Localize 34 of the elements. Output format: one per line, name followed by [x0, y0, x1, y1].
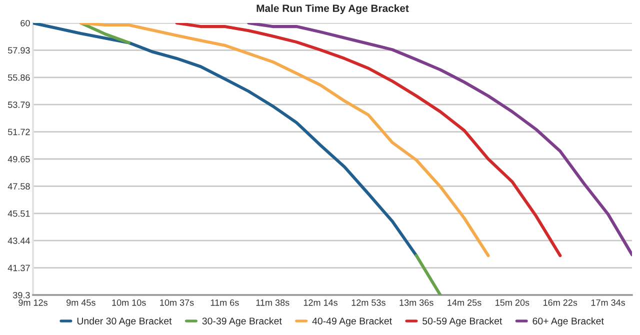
x-tick-label: 13m 36s — [400, 299, 434, 306]
legend-label: Under 30 Age Bracket — [77, 317, 172, 326]
legend-label: 50-59 Age Bracket — [422, 317, 502, 326]
x-tick-label: 10m 10s — [112, 299, 146, 306]
line-series — [79, 23, 490, 258]
x-tick-label: 14m 25s — [448, 299, 482, 306]
y-tick-label: 41.37 — [8, 264, 30, 272]
y-tick-label: 39.3 — [13, 292, 30, 298]
x-tick-label: 16m 22s — [543, 299, 578, 306]
y-tick-label: 45.51 — [8, 210, 30, 217]
x-tick-label: 11m 38s — [256, 299, 290, 306]
y-tick-label: 55.86 — [8, 74, 30, 81]
x-tick-label: 9m 12s — [18, 299, 48, 306]
legend-label: 30-39 Age Bracket — [202, 317, 282, 326]
line-series — [33, 23, 418, 258]
y-tick-label: 47.58 — [8, 183, 30, 190]
y-tick-label: 53.79 — [8, 102, 30, 108]
line-series — [247, 23, 632, 256]
x-tick-label: 12m 14s — [304, 299, 338, 306]
y-tick-label: 57.93 — [8, 47, 30, 54]
x-tick-label: 12m 53s — [352, 299, 386, 306]
x-tick-label: 15m 20s — [496, 299, 530, 306]
chart-title: Male Run Time By Age Bracket — [256, 4, 409, 14]
x-tick-label: 11m 6s — [210, 299, 239, 306]
legend-label: 60+ Age Bracket — [532, 317, 604, 326]
x-tick-label: 10m 37s — [160, 299, 194, 306]
y-tick-label: 43.44 — [8, 238, 30, 244]
x-tick-label: 9m 45s — [66, 299, 96, 306]
x-tick-label: 17m 34s — [591, 299, 626, 306]
y-tick-label: 51.72 — [8, 128, 30, 136]
y-tick-label: 49.65 — [8, 156, 30, 162]
legend-label: 40-49 Age Bracket — [312, 317, 392, 326]
y-tick-label: 60 — [20, 20, 30, 26]
line-series — [175, 23, 562, 258]
